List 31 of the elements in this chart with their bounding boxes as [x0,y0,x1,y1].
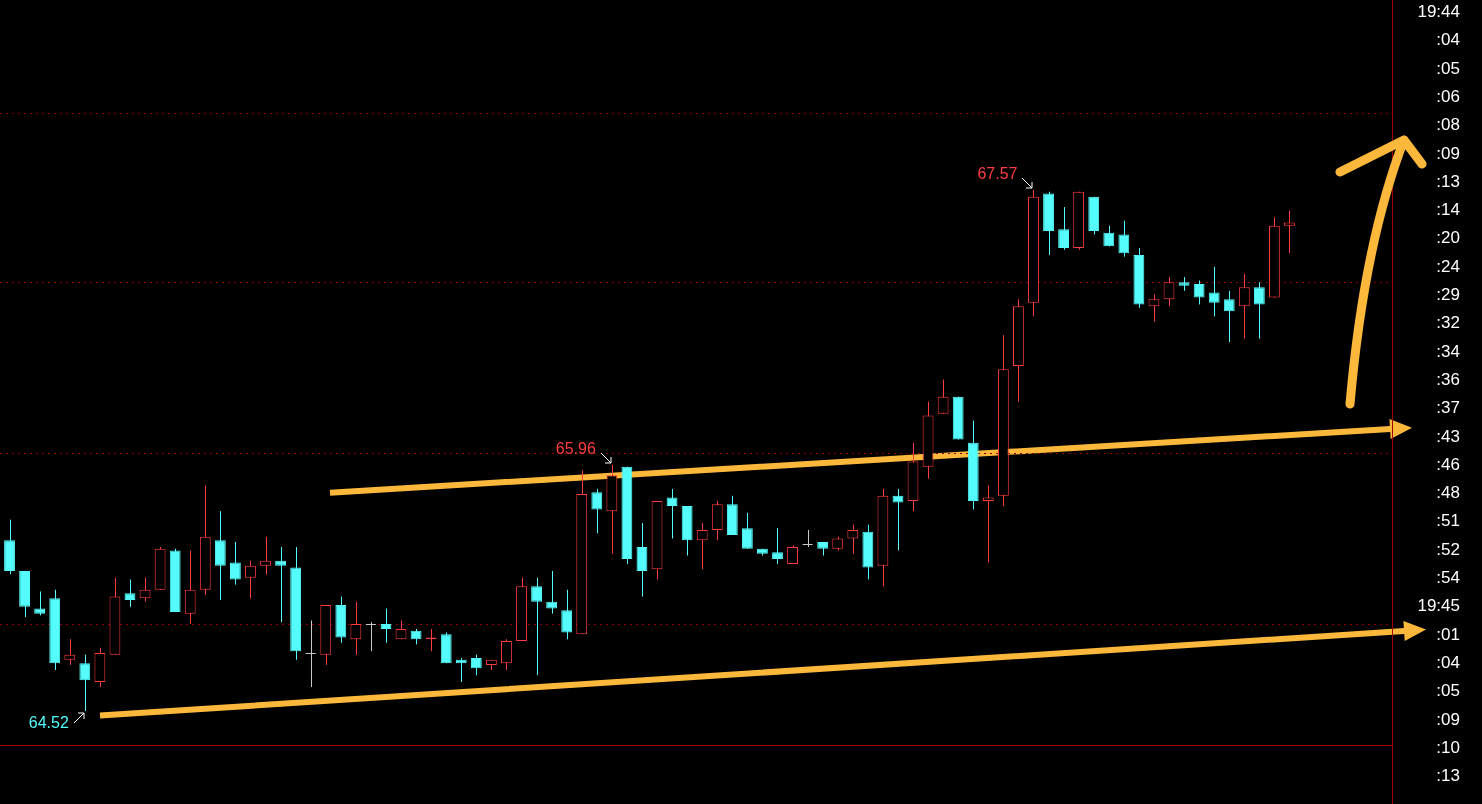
text: :01 [1436,623,1460,646]
text: :52 [1436,538,1460,561]
text: 64.52 [28,713,69,733]
text: :24 [1436,255,1460,278]
text: :10 [1436,736,1460,759]
annotation: 65.96 [555,439,596,459]
text: :05 [1436,57,1460,80]
text: :20 [1436,227,1460,250]
text: :09 [1436,142,1460,165]
text: :04 [1436,29,1460,52]
text: :09 [1436,708,1460,731]
text: :29 [1436,284,1460,306]
text: 67.57 [977,164,1018,184]
text: :54 [1436,567,1460,589]
text: :43 [1436,425,1460,448]
text: :46 [1436,453,1460,476]
text: :13 [1436,765,1460,788]
text: :14 [1436,199,1460,222]
text: :51 [1436,510,1460,533]
text: 19:44 [1417,1,1460,23]
text: 19:45 [1417,595,1460,618]
text: :13 [1436,170,1460,193]
text: :48 [1436,482,1460,505]
text: :37 [1436,397,1460,420]
text: :06 [1436,85,1460,108]
text: :32 [1436,312,1460,335]
text: :34 [1436,340,1460,363]
text: :04 [1436,651,1460,674]
text: :05 [1436,680,1460,703]
text: :08 [1436,114,1460,137]
text: :36 [1436,368,1460,391]
